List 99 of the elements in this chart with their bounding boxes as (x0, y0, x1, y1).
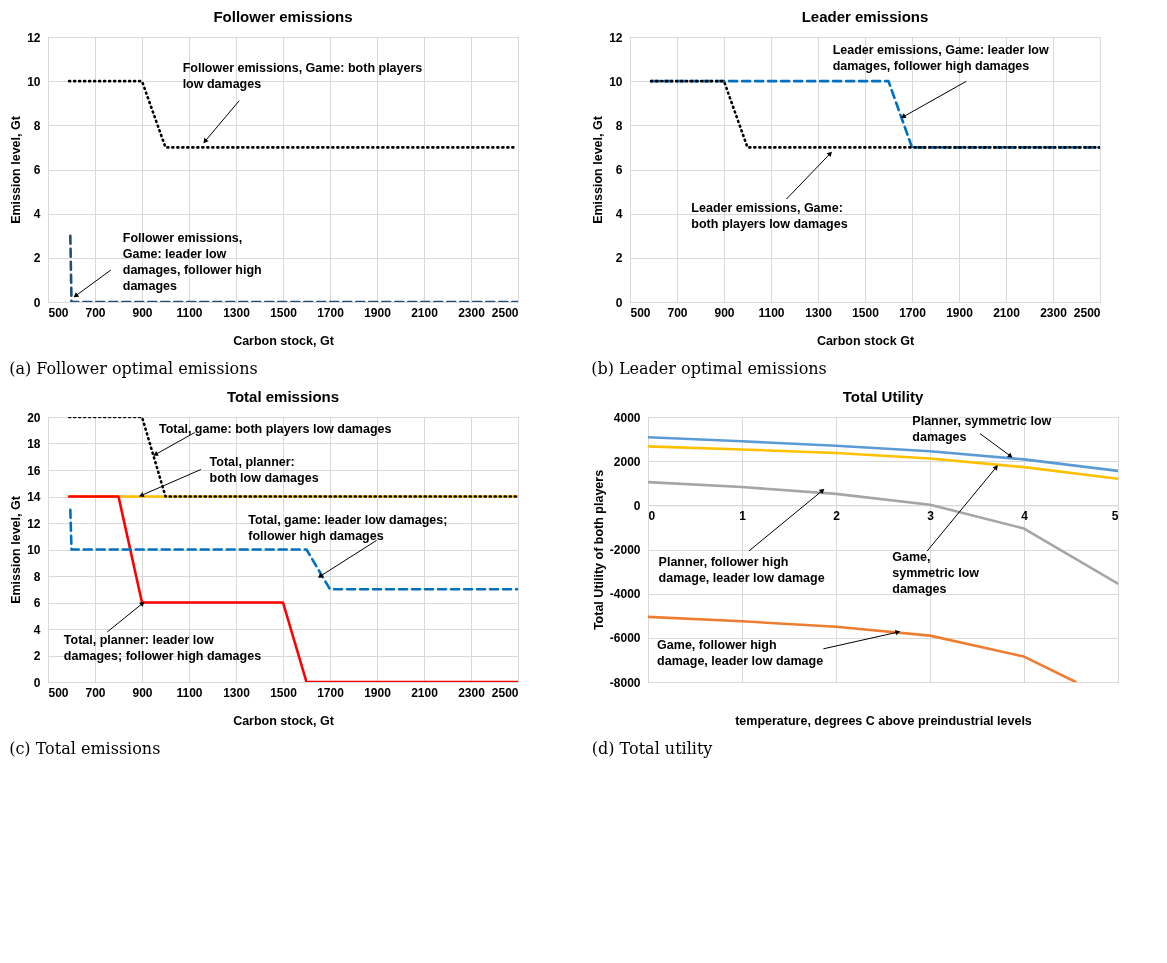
x-axis-title: Carbon stock, Gt (233, 713, 335, 728)
annotation: Game, follower high damage, leader low damage (657, 637, 824, 668)
x-tick-label: 5 (1111, 508, 1119, 523)
x-tick-label: 1700 (899, 305, 927, 320)
x-tick-label: 1 (739, 508, 747, 523)
y-axis-title: Emission level, Gt (9, 495, 24, 604)
y-tick-label: -6000 (609, 631, 641, 646)
y-tick-label: -2000 (609, 543, 641, 557)
y-tick-label: 12 (27, 516, 41, 531)
chart-title: Total emissions (226, 388, 340, 405)
x-axis-title: Carbon stock Gt (816, 333, 915, 348)
text: (b) Leader optimal emissions (591, 359, 827, 378)
annotation: Leader emissions, Game: both players low damages (691, 201, 848, 232)
y-tick-label: 18 (27, 437, 41, 451)
y-tick-label: 0 (633, 498, 641, 513)
y-tick-label: 8 (33, 118, 41, 133)
x-tick-label: 1500 (852, 305, 880, 320)
text: (a) Follower optimal emissions (9, 359, 258, 378)
x-tick-label: 1700 (317, 685, 345, 700)
x-tick-label: 1900 (364, 305, 392, 320)
x-tick-label: 2300 (458, 685, 486, 700)
x-tick-label: 500 (48, 685, 69, 700)
y-tick-label: 2 (33, 251, 41, 266)
x-tick-label: 1900 (364, 685, 392, 700)
x-axis-title: Carbon stock, Gt (233, 333, 335, 348)
annotation: Game, symmetric low damages (892, 550, 980, 597)
chart-title: Follower emissions (213, 8, 353, 25)
y-tick-label: 10 (27, 543, 41, 557)
x-tick-label: 2300 (1040, 305, 1068, 320)
y-tick-label: 2000 (613, 454, 641, 469)
annotation: Leader emissions, Game: leader low damages, follower high damages (832, 42, 1049, 73)
y-tick-label: 12 (27, 30, 41, 45)
y-tick-label: 4 (615, 207, 623, 222)
y-tick-label: 6 (33, 163, 41, 177)
y-tick-label: 8 (33, 569, 41, 584)
x-tick-label: 2500 (491, 305, 519, 320)
y-tick-label: 0 (615, 295, 623, 310)
x-tick-label: 1700 (317, 305, 345, 320)
x-tick-label: 1300 (805, 305, 833, 320)
annotation: Total, game: both players low damages (159, 422, 392, 437)
x-tick-label: 4 (1021, 508, 1029, 523)
y-tick-label: 4 (33, 622, 41, 637)
x-tick-label: 700 (85, 685, 106, 700)
x-tick-label: 900 (132, 305, 153, 320)
annotation: Follower emissions, Game: both players low damages (182, 61, 423, 92)
y-tick-label: 20 (27, 410, 41, 425)
x-tick-label: 500 (48, 305, 69, 320)
text: (d) Total utility (591, 739, 713, 758)
annotation: Total, game: leader low damages; follower high damages (248, 512, 448, 543)
y-tick-label: 4000 (613, 410, 641, 425)
x-tick-label: 1900 (946, 305, 974, 320)
x-tick-label: 1100 (758, 305, 785, 320)
y-tick-label: 16 (27, 463, 41, 478)
y-tick-label: 4 (33, 207, 41, 222)
y-tick-label: 8 (615, 118, 623, 133)
y-axis-title: Emission level, Gt (9, 115, 24, 224)
x-tick-label: 2100 (411, 685, 439, 700)
x-tick-label: 2100 (993, 305, 1021, 320)
x-tick-label: 2500 (1073, 305, 1101, 320)
x-tick-label: 1100 (176, 685, 203, 700)
x-tick-label: 900 (714, 305, 735, 320)
y-tick-label: -4000 (609, 587, 641, 602)
x-tick-label: 2 (833, 508, 841, 523)
x-tick-label: 500 (630, 305, 651, 320)
y-tick-label: 2 (33, 649, 41, 663)
x-tick-label: 2100 (411, 305, 439, 320)
y-tick-label: 0 (33, 295, 41, 310)
annotation: Planner, symmetric low damages (912, 413, 1052, 444)
y-tick-label: 6 (33, 596, 41, 610)
x-tick-label: 2500 (491, 685, 519, 700)
y-tick-label: 14 (27, 490, 41, 504)
x-tick-label: 1100 (176, 305, 203, 320)
x-tick-label: 700 (667, 305, 688, 320)
x-tick-label: 1300 (223, 305, 251, 320)
chart-title: Total Utility (842, 388, 924, 405)
y-tick-label: 2 (615, 251, 623, 266)
annotation: Total, planner: both low damages (209, 455, 319, 486)
annotation: Follower emissions, Game: leader low damages, follower high damages (122, 230, 262, 293)
annotation: Planner, follower high damage, leader low damage (658, 555, 825, 586)
chart-title: Leader emissions (801, 8, 929, 25)
x-tick-label: 3 (927, 508, 935, 523)
x-tick-label: 0 (648, 508, 656, 523)
x-tick-label: 2300 (458, 305, 486, 320)
x-tick-label: 1500 (270, 305, 298, 320)
y-axis-title: Emission level, Gt (591, 115, 606, 224)
y-tick-label: 12 (609, 30, 623, 45)
y-tick-label: -8000 (609, 675, 641, 690)
x-tick-label: 1500 (270, 685, 298, 700)
y-tick-label: 10 (609, 74, 623, 89)
x-tick-label: 1300 (223, 685, 251, 700)
y-tick-label: 6 (615, 163, 623, 177)
annotation: Total, planner: leader low damages; follower high damages (63, 633, 262, 664)
text: (c) Total emissions (9, 739, 161, 758)
y-tick-label: 0 (33, 675, 41, 690)
x-tick-label: 900 (132, 685, 153, 700)
x-axis-title: temperature, degrees C above preindustrial levels (735, 713, 1032, 728)
x-tick-label: 700 (85, 305, 106, 320)
y-axis-title: Total Utility of both players (591, 469, 606, 631)
y-tick-label: 10 (27, 74, 41, 89)
